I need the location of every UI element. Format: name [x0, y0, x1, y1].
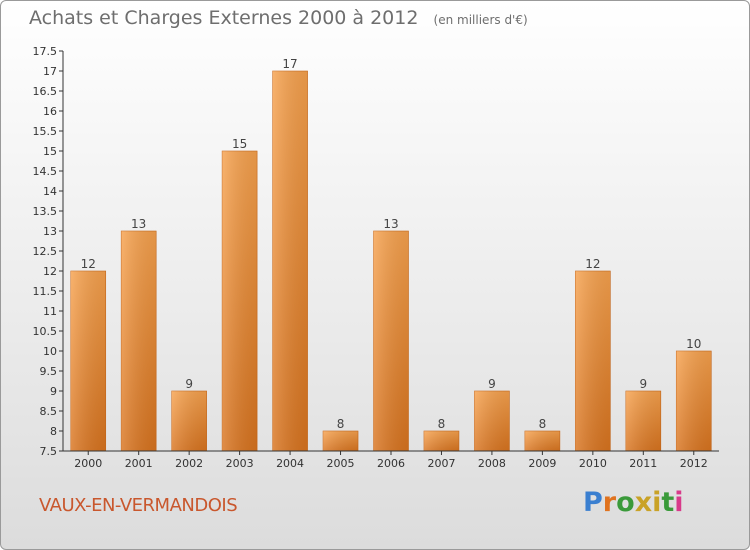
- bar-shade: [575, 271, 611, 451]
- logo-letter: x: [634, 487, 653, 518]
- bar-value-label: 13: [383, 217, 398, 231]
- chart-title: Achats et Charges Externes 2000 à 2012 (…: [29, 7, 528, 29]
- logo-letter: o: [616, 487, 635, 518]
- bar-shade: [423, 431, 459, 451]
- bar-shade: [222, 151, 258, 451]
- y-tick-label: 10.5: [33, 325, 58, 338]
- bar-value-label: 13: [131, 217, 146, 231]
- bar-value-label: 12: [81, 257, 96, 271]
- bar-value-label: 15: [232, 137, 247, 151]
- x-tick-label: 2005: [327, 457, 355, 470]
- x-tick-label: 2011: [629, 457, 657, 470]
- logo-letter: r: [602, 487, 617, 518]
- y-tick-label: 9: [50, 385, 57, 398]
- x-tick-label: 2009: [528, 457, 556, 470]
- x-tick-label: 2010: [579, 457, 607, 470]
- y-tick-label: 15.5: [33, 125, 58, 138]
- x-tick-label: 2003: [226, 457, 254, 470]
- logo-letter: t: [661, 487, 675, 518]
- logo-letter: i: [652, 487, 662, 518]
- y-tick-label: 14: [43, 185, 57, 198]
- logo-letter: i: [674, 487, 684, 518]
- y-tick-label: 11.5: [33, 285, 58, 298]
- bars-group: 12 13 9 15 17 8 13 8 9 8 12 9 10: [70, 57, 712, 452]
- x-tick-label: 2001: [125, 457, 153, 470]
- x-tick-label: 2008: [478, 457, 506, 470]
- y-tick-label: 16.5: [33, 85, 58, 98]
- bar-shade: [171, 391, 207, 451]
- logo-letter: P: [583, 487, 603, 518]
- bar-value-label: 9: [488, 377, 496, 391]
- bar-value-label: 8: [438, 417, 446, 431]
- y-tick-label: 12.5: [33, 245, 58, 258]
- bar-shade: [121, 231, 157, 451]
- bar-value-label: 8: [337, 417, 345, 431]
- x-tick-label: 2000: [74, 457, 102, 470]
- bar-shade: [323, 431, 359, 451]
- bar-value-label: 12: [585, 257, 600, 271]
- x-tick-label: 2004: [276, 457, 304, 470]
- x-tick-label: 2006: [377, 457, 405, 470]
- bar-shade: [625, 391, 661, 451]
- bar-shade: [474, 391, 510, 451]
- y-tick-label: 17: [43, 65, 57, 78]
- y-tick-label: 10: [43, 345, 57, 358]
- y-tick-label: 13: [43, 225, 57, 238]
- y-tick-label: 14.5: [33, 165, 58, 178]
- y-tick-label: 7.5: [40, 445, 58, 458]
- bar-shade: [70, 271, 106, 451]
- x-tick-label: 2012: [680, 457, 708, 470]
- y-tick-label: 17.5: [33, 45, 58, 58]
- bar-value-label: 17: [282, 57, 297, 71]
- bar-value-label: 9: [185, 377, 193, 391]
- y-tick-label: 16: [43, 105, 57, 118]
- y-tick-label: 8.5: [40, 405, 58, 418]
- bar-shade: [272, 71, 308, 451]
- bar-shade: [676, 351, 712, 451]
- proxiti-logo: Proxiti: [583, 487, 684, 518]
- y-tick-label: 15: [43, 145, 57, 158]
- y-tick-label: 8: [50, 425, 57, 438]
- x-tick-label: 2007: [427, 457, 455, 470]
- bar-shade: [373, 231, 409, 451]
- chart-title-main: Achats et Charges Externes 2000 à 2012: [29, 7, 419, 29]
- y-axis: 7.5 8 8.5 9 9.5 10 10.5 11 11.5 12 12.5 13 13.5 14 14.…: [33, 45, 64, 458]
- bar-value-label: 9: [639, 377, 647, 391]
- bar-shade: [524, 431, 560, 451]
- y-tick-label: 9.5: [40, 365, 58, 378]
- y-tick-label: 12: [43, 265, 57, 278]
- commune-name: VAUX-EN-VERMANDOIS: [39, 495, 238, 516]
- x-axis: 2000 2001 2002 2003 2004 2005 2006 2007 2008 2009…: [63, 450, 719, 470]
- bar-value-label: 8: [539, 417, 547, 431]
- y-tick-label: 13.5: [33, 205, 58, 218]
- x-tick-label: 2002: [175, 457, 203, 470]
- bar-value-label: 10: [686, 337, 701, 351]
- chart-subtitle: (en milliers d'€): [433, 13, 528, 27]
- y-tick-label: 11: [43, 305, 57, 318]
